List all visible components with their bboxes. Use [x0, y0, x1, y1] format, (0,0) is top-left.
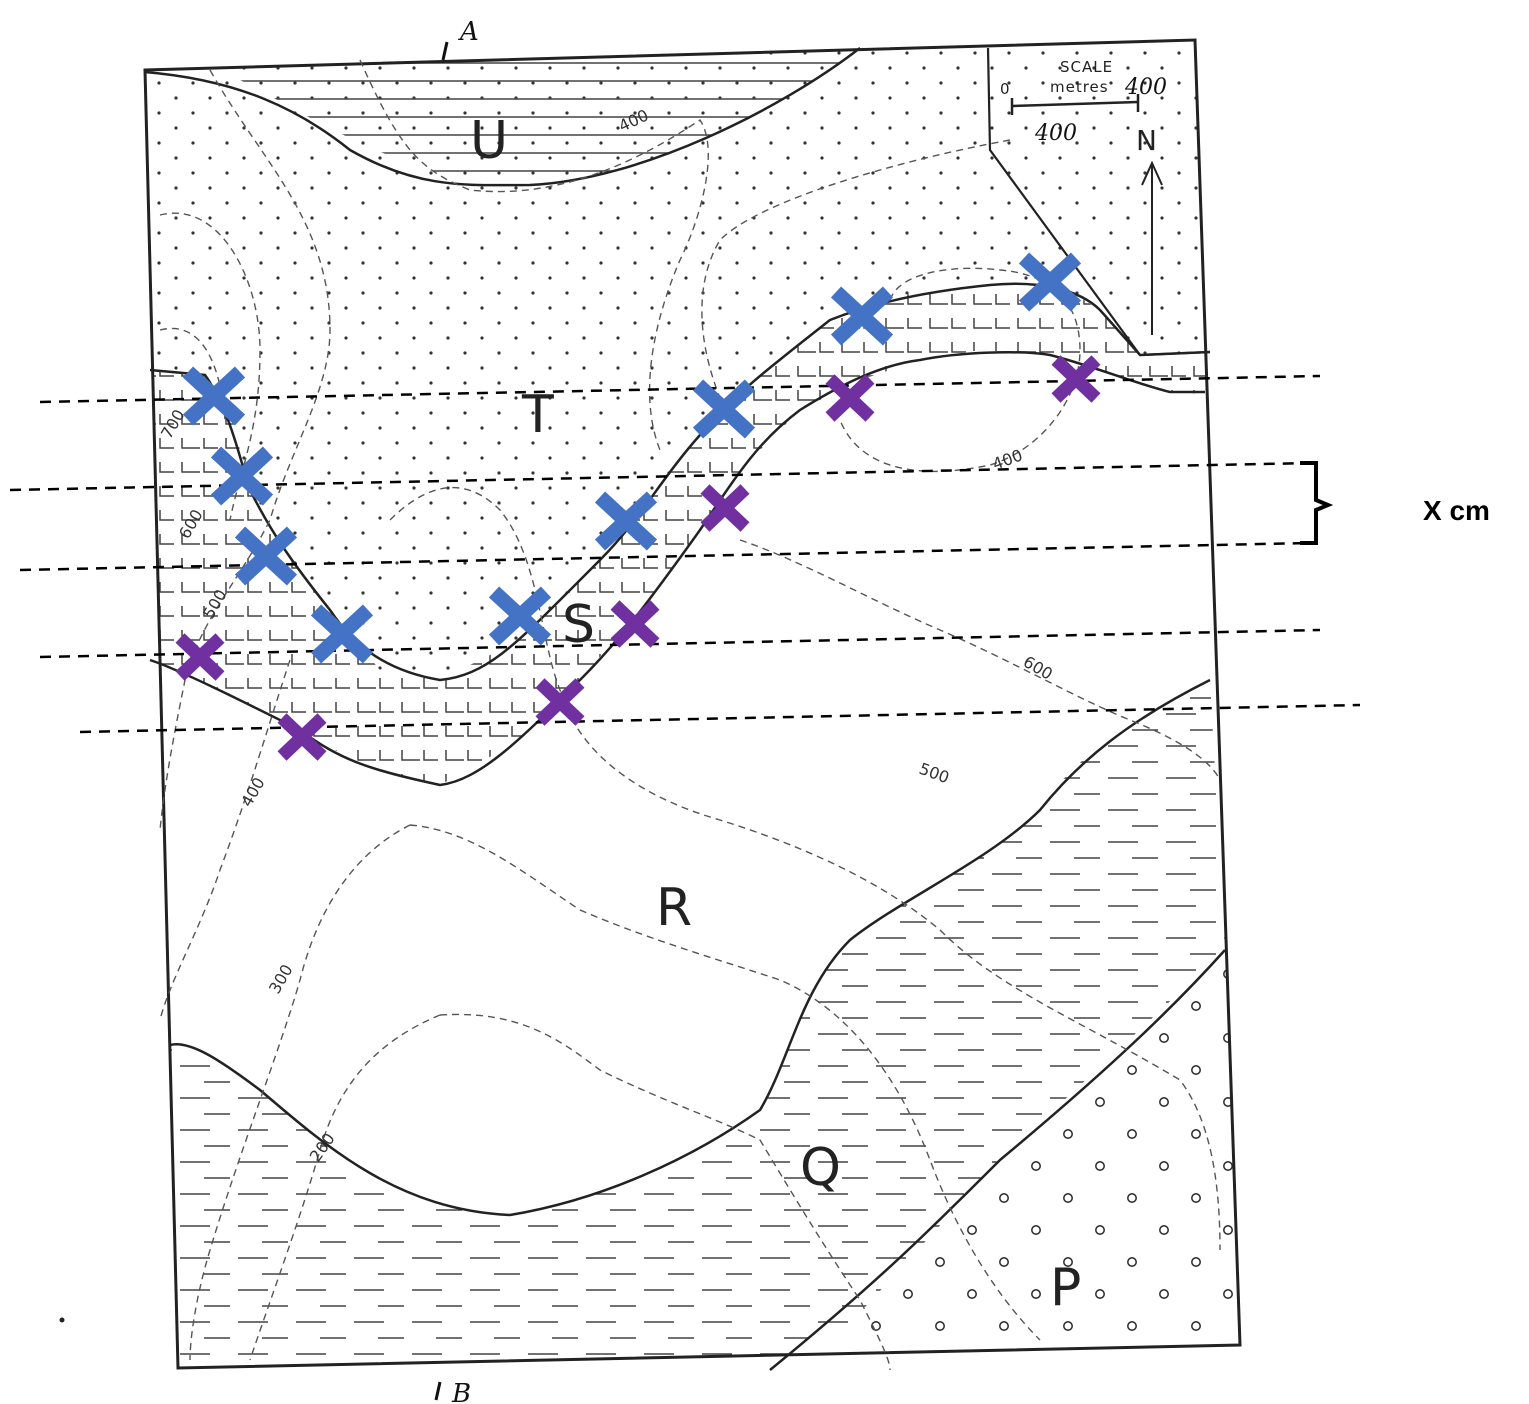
- purple-marker: [610, 600, 660, 648]
- scale-line: [1011, 100, 1139, 108]
- blue-marker: [210, 446, 274, 506]
- contours: [159, 59, 1221, 1371]
- blue-marker: [182, 366, 246, 426]
- purple-marker: [700, 484, 750, 532]
- unit-label-u: U: [470, 111, 508, 171]
- strike-line-4: [39, 628, 1321, 659]
- boundaries: [144, 47, 1226, 1371]
- scale-bar-value: 400: [1034, 121, 1077, 146]
- unit-p-area: [770, 950, 1240, 1368]
- section-label-b: B: [451, 1379, 471, 1404]
- section-label-a: A: [458, 17, 479, 47]
- unit-q-area: [170, 680, 1225, 1368]
- blue-markers: [182, 252, 1082, 664]
- north-arrow: N: [1136, 124, 1163, 335]
- unit-label-r: R: [656, 878, 692, 938]
- blue-marker: [1018, 252, 1082, 312]
- unit-s-area: [150, 285, 1210, 785]
- spacing-label: X cm: [1423, 495, 1490, 526]
- section-tick-b: [434, 1381, 442, 1401]
- map-frame: [143, 38, 1242, 1370]
- strike-line-3: [19, 541, 1311, 572]
- blue-marker: [310, 604, 374, 664]
- blue-marker: [488, 586, 552, 646]
- purple-marker: [1051, 355, 1101, 403]
- unit-label-t: T: [521, 385, 554, 445]
- unit-label-q: Q: [800, 1138, 841, 1198]
- purple-marker: [825, 374, 875, 422]
- unit-u-area: [145, 48, 860, 186]
- north-label: N: [1136, 124, 1158, 157]
- unit-labels: U T S R Q P: [470, 111, 1081, 1318]
- blue-marker: [234, 526, 298, 586]
- blue-marker: [594, 491, 658, 551]
- scale-zero: 0: [1000, 80, 1011, 98]
- purple-marker: [175, 633, 225, 681]
- stray-dot: [59, 1317, 65, 1323]
- purple-marker: [277, 713, 327, 761]
- blue-marker: [692, 379, 756, 439]
- scale-bar: SCALE metres 0 400 400: [1000, 58, 1167, 146]
- unit-label-p: P: [1050, 1258, 1081, 1318]
- scale-title: SCALE: [1060, 58, 1113, 76]
- purple-markers: [175, 355, 1101, 761]
- strike-line-1: [39, 374, 1321, 404]
- spacing-bracket: X cm: [1300, 461, 1490, 545]
- purple-marker: [535, 678, 585, 726]
- scale-unit: metres: [1050, 78, 1109, 96]
- unit-t-area: [145, 40, 1240, 680]
- section-tick-a: [441, 41, 449, 61]
- blue-marker: [830, 286, 894, 346]
- scale-max: 400: [1124, 75, 1167, 100]
- map-fills: [145, 40, 1240, 1368]
